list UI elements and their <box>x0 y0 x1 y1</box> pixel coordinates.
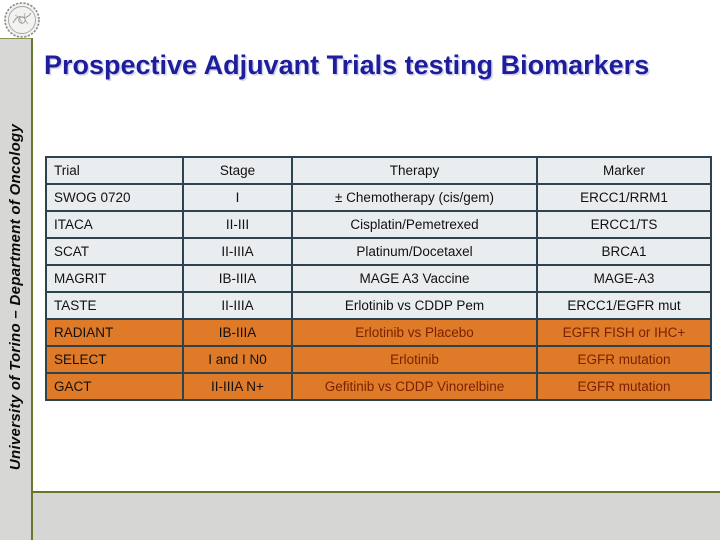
slide-title: Prospective Adjuvant Trials testing Biom… <box>44 50 650 80</box>
column-header-stage: Stage <box>182 156 293 185</box>
table-row: ITACA II-III Cisplatin/Pemetrexed ERCC1/… <box>45 210 712 239</box>
cell-therapy: Gefitinib vs CDDP Vinorelbine <box>291 372 538 401</box>
trials-table: Trial Stage Therapy Marker SWOG 0720 I ±… <box>45 156 712 401</box>
slide-bottom-margin <box>33 491 720 540</box>
table-row: SELECT I and I N0 Erlotinib EGFR mutatio… <box>45 345 712 374</box>
cell-marker: EGFR FISH or IHC+ <box>536 318 712 347</box>
cell-stage: II-IIIA <box>182 291 293 320</box>
cell-marker: ERCC1/EGFR mut <box>536 291 712 320</box>
cell-stage: I <box>182 183 293 212</box>
cell-stage: IB-IIIA <box>182 264 293 293</box>
cell-trial: ITACA <box>45 210 184 239</box>
cell-therapy: Cisplatin/Pemetrexed <box>291 210 538 239</box>
cell-marker: EGFR mutation <box>536 372 712 401</box>
cell-trial: SWOG 0720 <box>45 183 184 212</box>
cell-therapy: ± Chemotherapy (cis/gem) <box>291 183 538 212</box>
cell-stage: IB-IIIA <box>182 318 293 347</box>
cell-trial: GACT <box>45 372 184 401</box>
cell-stage: I and I N0 <box>182 345 293 374</box>
table-row: TASTE II-IIIA Erlotinib vs CDDP Pem ERCC… <box>45 291 712 320</box>
cell-trial: RADIANT <box>45 318 184 347</box>
sidebar-banner: University of Torino – Department of Onc… <box>0 38 33 540</box>
column-header-marker: Marker <box>536 156 712 185</box>
cell-stage: II-III <box>182 210 293 239</box>
table-row: SWOG 0720 I ± Chemotherapy (cis/gem) ERC… <box>45 183 712 212</box>
sidebar-department-label: University of Torino – Department of Onc… <box>7 123 24 471</box>
table-row: GACT II-IIIA N+ Gefitinib vs CDDP Vinore… <box>45 372 712 401</box>
table-row: RADIANT IB-IIIA Erlotinib vs Placebo EGF… <box>45 318 712 347</box>
cell-therapy: Erlotinib <box>291 345 538 374</box>
trials-table-body: SWOG 0720 I ± Chemotherapy (cis/gem) ERC… <box>45 183 712 401</box>
cell-stage: II-IIIA <box>182 237 293 266</box>
cell-therapy: Erlotinib vs Placebo <box>291 318 538 347</box>
table-row: SCAT II-IIIA Platinum/Docetaxel BRCA1 <box>45 237 712 266</box>
university-seal-icon <box>4 2 40 38</box>
cell-stage: II-IIIA N+ <box>182 372 293 401</box>
cell-trial: TASTE <box>45 291 184 320</box>
cell-marker: ERCC1/TS <box>536 210 712 239</box>
cell-marker: BRCA1 <box>536 237 712 266</box>
column-header-trial: Trial <box>45 156 184 185</box>
cell-marker: ERCC1/RRM1 <box>536 183 712 212</box>
cell-therapy: Platinum/Docetaxel <box>291 237 538 266</box>
table-row: MAGRIT IB-IIIA MAGE A3 Vaccine MAGE-A3 <box>45 264 712 293</box>
cell-therapy: MAGE A3 Vaccine <box>291 264 538 293</box>
column-header-therapy: Therapy <box>291 156 538 185</box>
table-header-row: Trial Stage Therapy Marker <box>45 156 712 185</box>
cell-trial: MAGRIT <box>45 264 184 293</box>
cell-trial: SELECT <box>45 345 184 374</box>
cell-therapy: Erlotinib vs CDDP Pem <box>291 291 538 320</box>
cell-trial: SCAT <box>45 237 184 266</box>
cell-marker: EGFR mutation <box>536 345 712 374</box>
cell-marker: MAGE-A3 <box>536 264 712 293</box>
